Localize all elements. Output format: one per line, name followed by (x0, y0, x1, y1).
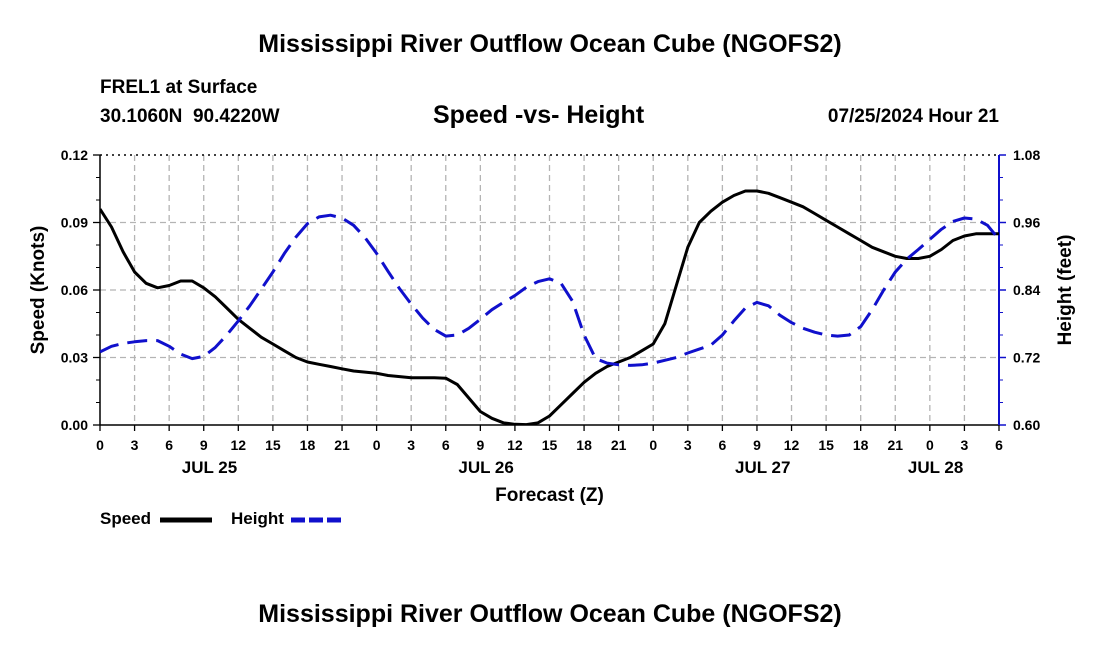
x-date-label: JUL 25 (182, 458, 237, 477)
x-tick-label: 12 (231, 437, 247, 453)
left-tick-label: 0.12 (61, 147, 88, 163)
x-tick-label: 15 (265, 437, 281, 453)
left-tick-label: 0.03 (61, 350, 88, 366)
footer-title: Mississippi River Outflow Ocean Cube (NG… (258, 600, 842, 628)
x-tick-label: 6 (718, 437, 726, 453)
left-tick-label: 0.00 (61, 417, 88, 433)
x-tick-label: 9 (200, 437, 208, 453)
x-date-label: JUL 28 (908, 458, 963, 477)
right-axis-title: Height (feet) (1055, 235, 1076, 346)
x-tick-label: 21 (334, 437, 350, 453)
right-tick-label: 1.08 (1013, 147, 1040, 163)
x-tick-label: 3 (407, 437, 415, 453)
x-tick-label: 6 (442, 437, 450, 453)
x-tick-label: 15 (542, 437, 558, 453)
legend-label-height: Height (231, 509, 284, 528)
x-tick-label: 9 (476, 437, 484, 453)
chart-subtitle: Speed -vs- Height (433, 101, 645, 129)
speed-series-line (100, 189, 999, 425)
x-tick-label: 3 (684, 437, 692, 453)
x-tick-label: 0 (373, 437, 381, 453)
right-tick-label: 0.84 (1013, 282, 1040, 298)
x-tick-label: 0 (926, 437, 934, 453)
x-tick-label: 6 (165, 437, 173, 453)
x-tick-label: 0 (649, 437, 657, 453)
right-tick-label: 0.60 (1013, 417, 1040, 433)
page-title: Mississippi River Outflow Ocean Cube (NG… (258, 30, 842, 58)
right-tick-label: 0.96 (1013, 215, 1040, 231)
x-tick-label: 18 (300, 437, 316, 453)
x-tick-label: 3 (961, 437, 969, 453)
left-tick-label: 0.09 (61, 215, 88, 231)
x-tick-label: 6 (995, 437, 1003, 453)
x-tick-label: 21 (887, 437, 903, 453)
left-axis-title: Speed (Knots) (28, 226, 49, 355)
x-tick-label: 12 (784, 437, 800, 453)
x-tick-label: 15 (818, 437, 834, 453)
station-coordinates: 30.1060N 90.4220W (100, 106, 280, 127)
x-axis-title: Forecast (Z) (495, 485, 604, 506)
station-label: FREL1 at Surface (100, 77, 258, 98)
forecast-datetime: 07/25/2024 Hour 21 (827, 106, 999, 127)
right-tick-label: 0.72 (1013, 350, 1040, 366)
x-tick-label: 18 (853, 437, 869, 453)
left-tick-label: 0.06 (61, 282, 88, 298)
x-date-label: JUL 27 (735, 458, 790, 477)
x-tick-label: 21 (611, 437, 627, 453)
x-date-label: JUL 26 (458, 458, 513, 477)
x-tick-label: 0 (96, 437, 104, 453)
x-tick-label: 9 (753, 437, 761, 453)
x-tick-label: 18 (576, 437, 592, 453)
x-tick-label: 3 (131, 437, 139, 453)
height-series-line (100, 213, 999, 367)
legend-label-speed: Speed (100, 509, 151, 528)
x-tick-label: 12 (507, 437, 523, 453)
